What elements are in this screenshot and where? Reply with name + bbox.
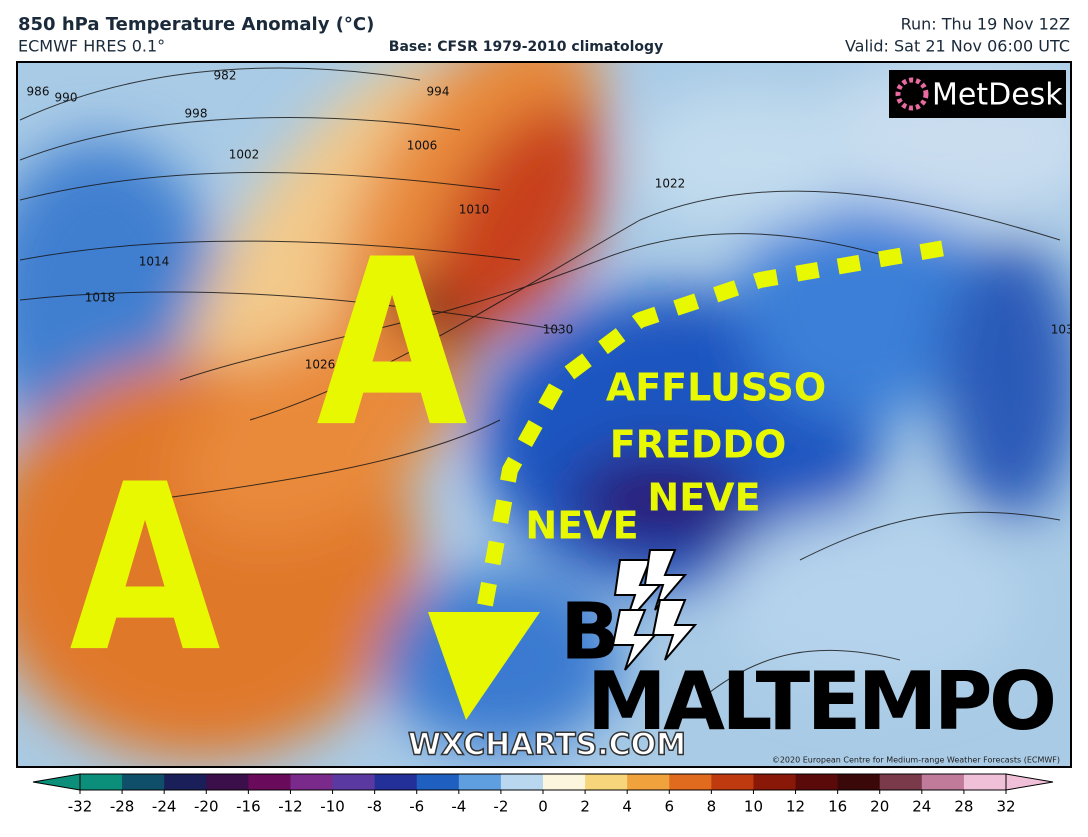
colorbar-segment — [921, 774, 965, 790]
colorbar-tick-label: 0 — [538, 798, 548, 816]
isobar-label: 1022 — [655, 177, 686, 191]
isobar-label: 1018 — [85, 291, 116, 305]
isobar-label: 1030 — [543, 323, 574, 337]
colorbar-tick-label: -8 — [367, 798, 382, 816]
annotation: NEVE — [525, 504, 638, 548]
annotation: A — [316, 211, 467, 478]
colorbar-segment — [585, 774, 628, 790]
colorbar-tick-label: 28 — [954, 798, 973, 816]
colorbar-segment — [80, 774, 123, 790]
lightning — [611, 549, 698, 671]
watermark: WXCHARTS.COM — [408, 728, 686, 763]
colorbar-tick-label: -28 — [110, 798, 135, 816]
annotation: B — [560, 587, 619, 677]
colorbar-tick-label: -6 — [409, 798, 424, 816]
colorbar-segment — [795, 774, 839, 790]
colorbar-tick-label: -32 — [68, 798, 93, 816]
annotation: MALTEMPO — [587, 655, 1057, 748]
colorbar: -32 -28 -24 -20 -16 -12 -10 -8 -6 -4 -2 0 2 4 6 8 10 12 16… — [32, 773, 1054, 816]
colorbar-segment — [837, 774, 881, 790]
colorbar-tick-label: 4 — [622, 798, 632, 816]
colorbar-segment — [669, 774, 712, 790]
colorbar-segment — [879, 774, 923, 790]
colorbar-tick-label: 12 — [786, 798, 805, 816]
colorbar-end — [1005, 773, 1054, 791]
colorbar-segment — [753, 774, 797, 790]
colorbar-segment — [248, 774, 291, 790]
colorbar-tick-label: -12 — [278, 798, 303, 816]
colorbar-segment — [711, 774, 754, 790]
isobar-label: 986 — [27, 85, 50, 99]
colorbar-end — [32, 773, 81, 791]
isobar-label: 1034 — [1051, 323, 1082, 337]
base: Base: CFSR 1979-2010 climatology — [389, 39, 663, 55]
isobar-label: 998 — [185, 107, 208, 121]
colorbar-tick-label: -24 — [152, 798, 177, 816]
colorbar-segment — [122, 774, 165, 790]
model: ECMWF HRES 0.1° — [18, 37, 165, 56]
colorbar-segment — [627, 774, 670, 790]
isobar-label: 982 — [214, 69, 237, 83]
colorbar-segment — [206, 774, 249, 790]
colorbar-tick-label: 8 — [707, 798, 717, 816]
colorbar-tick-label: -2 — [493, 798, 508, 816]
colorbar-segment — [374, 774, 418, 790]
isobar-label: 1010 — [459, 203, 490, 217]
colorbar-segment — [416, 774, 460, 790]
logo-icon — [895, 77, 929, 111]
isobar-label: 1014 — [139, 255, 170, 269]
colorbar-tick-label: 10 — [744, 798, 763, 816]
isobar-label: 990 — [55, 91, 78, 105]
isobar-label: 1026 — [305, 358, 336, 372]
colorbar-segment — [164, 774, 207, 790]
annotation: AFFLUSSO — [606, 366, 826, 410]
annotation: FREDDO — [610, 423, 787, 467]
map-frame — [16, 61, 1072, 768]
title: 850 hPa Temperature Anomaly (°C) — [18, 14, 374, 35]
colorbar-tick-label: 16 — [828, 798, 847, 816]
annotation: A — [69, 436, 220, 703]
colorbar-tick-label: -4 — [451, 798, 466, 816]
colorbar-tick-label: -16 — [236, 798, 261, 816]
colorbar-tick-label: 20 — [870, 798, 889, 816]
isobar-labels: 982 986 990 994 998 1002 1006 1010 1014 1018 1022 1… — [27, 69, 1082, 372]
dotted-arrow — [428, 240, 947, 720]
isobar-label: 1002 — [229, 148, 260, 162]
colorbar-segment — [458, 774, 502, 790]
colorbar-tick-label: 24 — [912, 798, 931, 816]
colorbar-tick-label: 6 — [664, 798, 674, 816]
colorbar-tick-label: 2 — [580, 798, 590, 816]
copyright: ©2020 European Centre for Medium-range W… — [772, 756, 1060, 765]
logo-box — [889, 70, 1066, 118]
colorbar-tick-label: -20 — [194, 798, 219, 816]
colorbar-segment — [543, 774, 586, 790]
isobars — [19, 67, 1061, 701]
logo: MetDesk — [932, 78, 1063, 113]
run: Run: Thu 19 Nov 12Z — [901, 15, 1070, 34]
colorbar-segment — [332, 774, 376, 790]
colorbar-segment — [500, 774, 544, 790]
annotation: NEVE — [647, 476, 760, 520]
isobar-label: 994 — [427, 85, 450, 99]
colorbar-tick-label: -10 — [320, 798, 345, 816]
colorbar-segment — [963, 774, 1007, 790]
colorbar-tick-label: 32 — [996, 798, 1015, 816]
colorbar-segment — [290, 774, 334, 790]
map: 982 986 990 994 998 1002 1006 1010 1014 1018 1022 1… — [17, 62, 1082, 767]
isobar-label: 1006 — [407, 139, 438, 153]
valid: Valid: Sat 21 Nov 06:00 UTC — [845, 37, 1070, 56]
